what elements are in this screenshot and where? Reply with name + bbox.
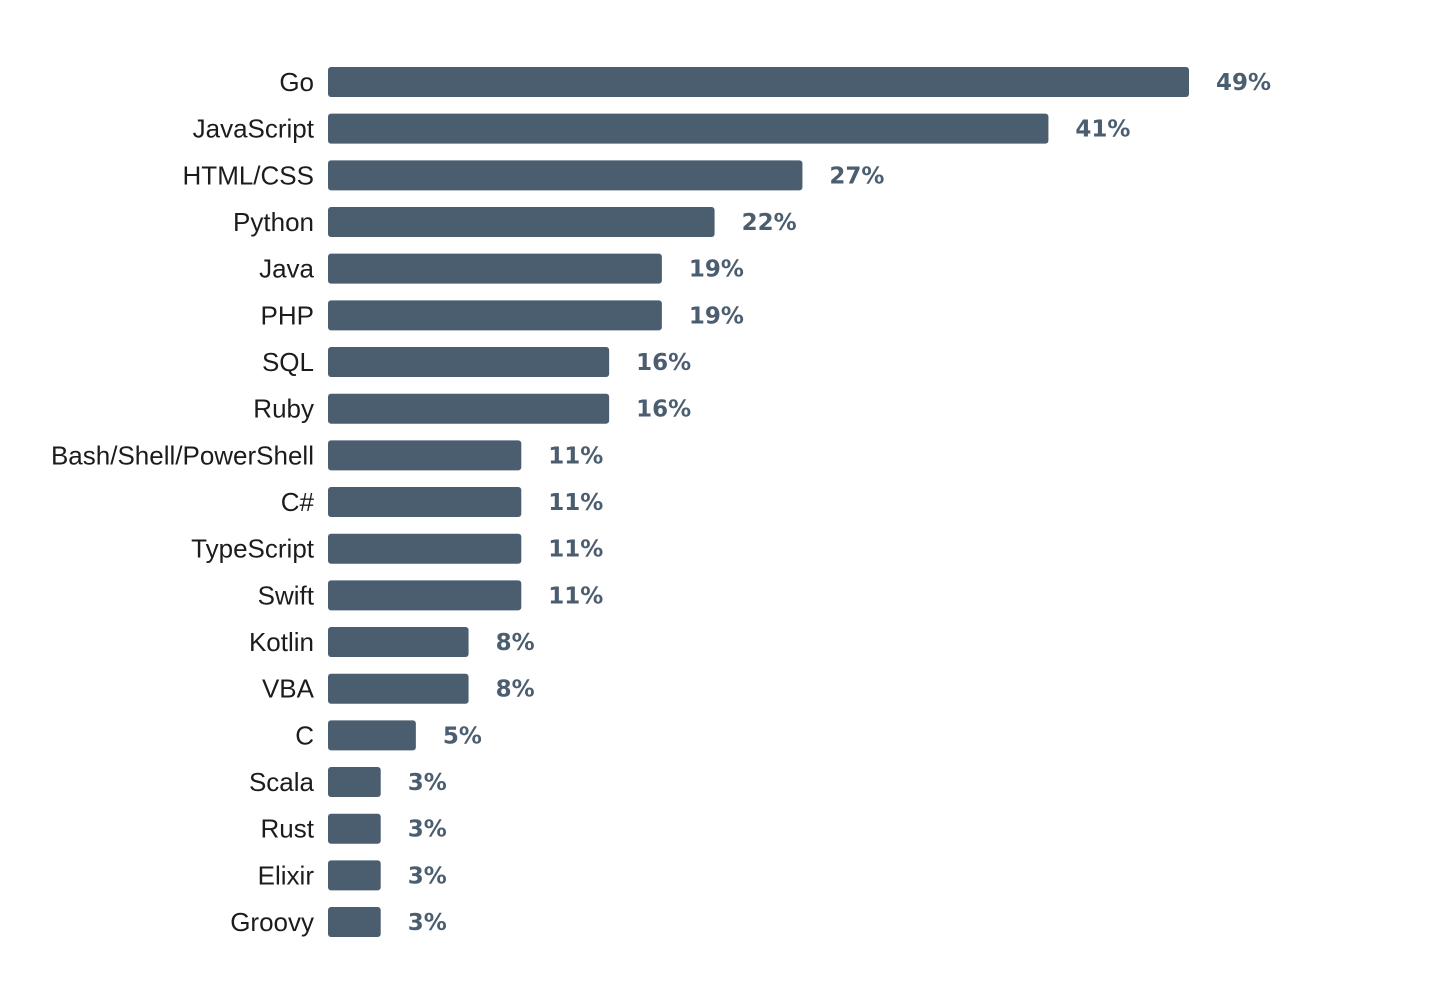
category-label-bash-shell-powershell: Bash/Shell/PowerShell: [51, 440, 314, 470]
bar-python: [328, 207, 715, 238]
bar-groovy: [328, 907, 381, 938]
value-labels-group: 49% 41% 27% 22% 19% 19% 16% 16% 11% 11% 11% 11% 8% 8%…: [408, 70, 1271, 936]
bar-kotlin: [328, 627, 469, 658]
value-label-javascript: 41%: [1075, 117, 1130, 143]
value-label-sql: 16%: [636, 350, 691, 376]
value-label-kotlin: 8%: [496, 630, 535, 656]
bar-rust: [328, 813, 381, 844]
value-label-groovy: 3%: [408, 910, 447, 936]
bars-group: [328, 67, 1189, 938]
category-label-ruby: Ruby: [253, 394, 314, 424]
category-label-html-css: HTML/CSS: [183, 160, 314, 190]
category-label-python: Python: [233, 207, 314, 237]
category-label-c: C#: [281, 487, 315, 517]
bar-bash-shell-powershell: [328, 440, 522, 471]
value-label-c: 5%: [443, 723, 482, 749]
bar-ruby: [328, 393, 610, 424]
value-label-bash-shell-powershell: 11%: [548, 443, 603, 469]
bar-vba: [328, 673, 469, 704]
value-label-ruby: 16%: [636, 397, 691, 423]
value-label-html-css: 27%: [829, 163, 884, 189]
value-label-rust: 3%: [408, 817, 447, 843]
category-label-typescript: TypeScript: [191, 534, 315, 564]
value-label-elixir: 3%: [408, 863, 447, 889]
value-label-scala: 3%: [408, 770, 447, 796]
value-label-python: 22%: [742, 210, 797, 236]
category-label-sql: SQL: [262, 347, 314, 377]
bar-swift: [328, 580, 522, 611]
category-label-groovy: Groovy: [230, 907, 314, 937]
bar-javascript: [328, 113, 1049, 144]
category-label-java: Java: [259, 254, 314, 284]
category-label-vba: VBA: [262, 674, 315, 704]
bar-sql: [328, 347, 610, 378]
bar-java: [328, 253, 662, 284]
value-label-java: 19%: [689, 257, 744, 283]
value-label-vba: 8%: [496, 677, 535, 703]
category-label-c: C: [295, 720, 314, 750]
category-label-elixir: Elixir: [258, 860, 315, 890]
category-label-php: PHP: [261, 300, 314, 330]
bar-typescript: [328, 533, 522, 564]
category-label-swift: Swift: [258, 580, 315, 610]
value-label-go: 49%: [1216, 70, 1271, 96]
bar-php: [328, 300, 662, 331]
category-labels-group: Go JavaScript HTML/CSS Python Java PHP SQL Ruby…: [51, 67, 315, 937]
category-label-rust: Rust: [261, 814, 315, 844]
bar-go: [328, 67, 1189, 97]
value-label-c: 11%: [548, 490, 603, 516]
value-label-swift: 11%: [548, 583, 603, 609]
category-label-scala: Scala: [249, 767, 315, 797]
bar-scala: [328, 767, 381, 798]
category-label-javascript: JavaScript: [193, 114, 315, 144]
category-label-kotlin: Kotlin: [249, 627, 314, 657]
value-label-typescript: 11%: [548, 537, 603, 563]
value-label-php: 19%: [689, 303, 744, 329]
bar-elixir: [328, 860, 381, 891]
category-label-go: Go: [279, 67, 314, 97]
bar-c: [328, 720, 416, 751]
bar-c: [328, 487, 522, 518]
bar-html-css: [328, 160, 803, 191]
